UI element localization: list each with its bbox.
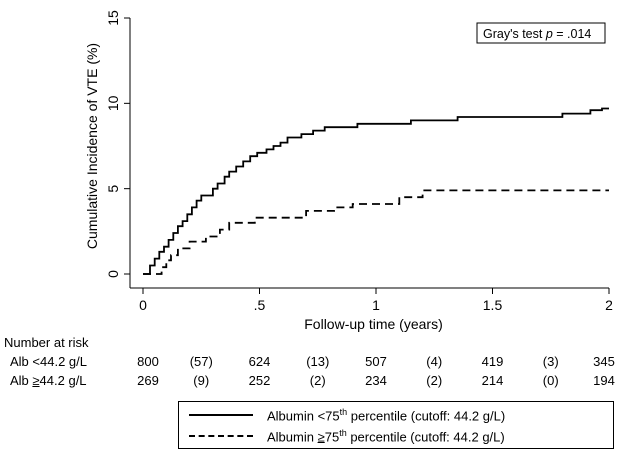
risk-cell: (3) <box>542 354 559 369</box>
risk-cell: 234 <box>365 373 387 388</box>
risk-cell: (2) <box>426 373 443 388</box>
risk-row-label: Alb ≥44.2 g/L <box>10 373 87 388</box>
legend-item-solid: Albumin <75th percentile (cutoff: 44.2 g… <box>189 405 505 425</box>
series-high-albumin-line <box>143 189 609 275</box>
y-tick-label: 15 <box>105 10 121 26</box>
x-tick-label: .5 <box>254 297 266 313</box>
risk-cell: 194 <box>593 373 615 388</box>
series-lines <box>143 107 609 275</box>
legend-solid-line <box>189 414 253 416</box>
y-tick-label: 5 <box>105 185 121 193</box>
axis-ticks: 0 .5 1 1.5 2 0 5 10 15 <box>105 10 613 313</box>
risk-cell: 252 <box>248 373 271 388</box>
x-tick-label: 2 <box>605 297 613 313</box>
risk-table-title: Number at risk <box>4 335 89 350</box>
risk-cell: (0) <box>542 373 559 388</box>
legend-dashed-line <box>189 435 253 437</box>
y-axis-label: Cumulative Incidence of VTE (%) <box>84 43 100 249</box>
risk-cell: (2) <box>309 373 326 388</box>
risk-cell: 345 <box>593 354 615 369</box>
y-tick-label: 10 <box>105 95 121 111</box>
risk-cell: (13) <box>306 354 330 369</box>
x-tick-label: 1 <box>372 297 380 313</box>
risk-row-label: Alb <44.2 g/L <box>10 354 87 369</box>
risk-cell: 507 <box>365 354 387 369</box>
legend-item-dashed: Albumin ≥75th percentile (cutoff: 44.2 g… <box>189 426 505 446</box>
x-tick-label: 1.5 <box>483 297 503 313</box>
legend-text: Albumin <75th percentile (cutoff: 44.2 g… <box>267 406 506 424</box>
risk-cell: (4) <box>426 354 443 369</box>
annotation-box: Gray's test p = .014 <box>476 22 606 44</box>
y-tick-label: 0 <box>105 270 121 278</box>
cumulative-incidence-chart: Cumulative Incidence of VTE (%) 0 .5 1 1.5 2… <box>84 10 613 332</box>
risk-cell: (57) <box>189 354 213 369</box>
annotation-text: Gray's test p = .014 <box>483 27 591 41</box>
legend-text: Albumin ≥75th percentile (cutoff: 44.2 g… <box>267 427 505 445</box>
x-tick-label: 0 <box>139 297 147 313</box>
x-axis-label: Follow-up time (years) <box>304 316 442 332</box>
risk-cell: 800 <box>137 354 159 369</box>
risk-cell: (9) <box>193 373 210 388</box>
y-axis-label-text: Cumulative Incidence of VTE (%) <box>84 43 100 249</box>
risk-cell: 269 <box>137 373 159 388</box>
annotation-border <box>476 22 606 44</box>
axes <box>129 18 609 289</box>
series-low-albumin-line <box>143 107 609 275</box>
risk-cell: 214 <box>481 373 504 388</box>
legend: Albumin <75th percentile (cutoff: 44.2 g… <box>178 401 614 449</box>
risk-cell: 419 <box>481 354 504 369</box>
risk-cell: 624 <box>248 354 271 369</box>
